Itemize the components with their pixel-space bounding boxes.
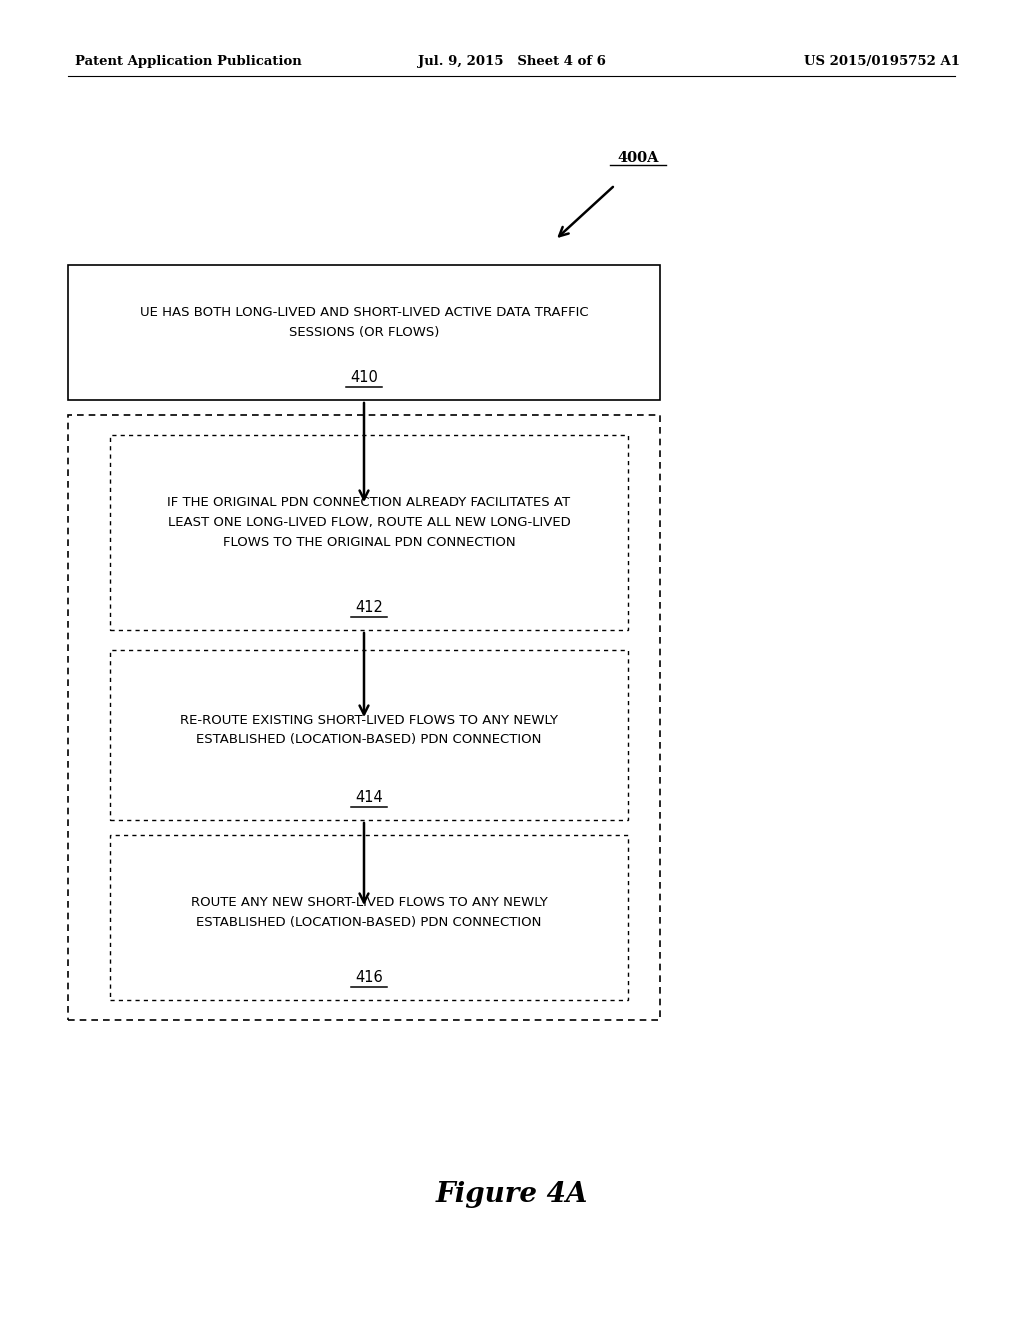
Text: ESTABLISHED (LOCATION-BASED) PDN CONNECTION: ESTABLISHED (LOCATION-BASED) PDN CONNECT… — [197, 916, 542, 929]
Text: Figure 4A: Figure 4A — [436, 1181, 588, 1209]
Text: 414: 414 — [355, 791, 383, 805]
Bar — [110, 649, 628, 820]
Bar — [110, 436, 628, 630]
Bar — [68, 265, 660, 400]
Text: 412: 412 — [355, 601, 383, 615]
Text: LEAST ONE LONG-LIVED FLOW, ROUTE ALL NEW LONG-LIVED: LEAST ONE LONG-LIVED FLOW, ROUTE ALL NEW… — [168, 516, 570, 529]
Text: Jul. 9, 2015   Sheet 4 of 6: Jul. 9, 2015 Sheet 4 of 6 — [418, 55, 606, 69]
Bar — [110, 836, 628, 1001]
Text: SESSIONS (OR FLOWS): SESSIONS (OR FLOWS) — [289, 326, 439, 339]
Text: 410: 410 — [350, 371, 378, 385]
Text: Patent Application Publication: Patent Application Publication — [75, 55, 302, 69]
Text: ESTABLISHED (LOCATION-BASED) PDN CONNECTION: ESTABLISHED (LOCATION-BASED) PDN CONNECT… — [197, 734, 542, 747]
Text: UE HAS BOTH LONG-LIVED AND SHORT-LIVED ACTIVE DATA TRAFFIC: UE HAS BOTH LONG-LIVED AND SHORT-LIVED A… — [139, 306, 589, 319]
Text: IF THE ORIGINAL PDN CONNECTION ALREADY FACILITATES AT: IF THE ORIGINAL PDN CONNECTION ALREADY F… — [168, 496, 570, 510]
Text: 400A: 400A — [617, 150, 658, 165]
Bar — [68, 414, 660, 1020]
Text: FLOWS TO THE ORIGINAL PDN CONNECTION: FLOWS TO THE ORIGINAL PDN CONNECTION — [222, 536, 515, 549]
Text: 416: 416 — [355, 970, 383, 986]
Text: ROUTE ANY NEW SHORT-LIVED FLOWS TO ANY NEWLY: ROUTE ANY NEW SHORT-LIVED FLOWS TO ANY N… — [190, 896, 548, 909]
Text: US 2015/0195752 A1: US 2015/0195752 A1 — [804, 55, 961, 69]
Text: RE-ROUTE EXISTING SHORT-LIVED FLOWS TO ANY NEWLY: RE-ROUTE EXISTING SHORT-LIVED FLOWS TO A… — [180, 714, 558, 726]
